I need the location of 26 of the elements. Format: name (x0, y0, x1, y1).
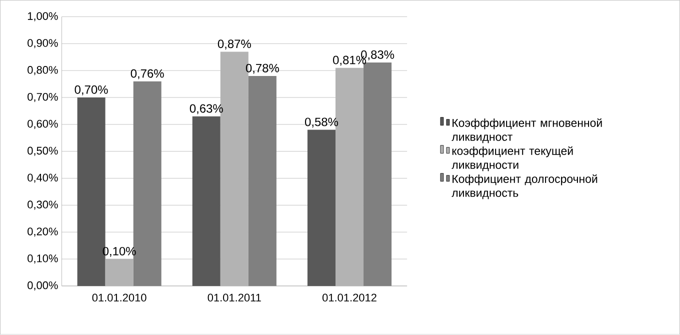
bar (307, 130, 336, 286)
y-tick-label: 0,60% (28, 120, 58, 130)
y-tick-label: 0,70% (28, 93, 58, 102)
y-tick-label: 0,30% (28, 200, 58, 210)
bar (192, 116, 220, 286)
y-tick-label: 0,10% (28, 254, 58, 264)
y-tick-label: 0,20% (28, 228, 58, 237)
x-tick-label: 01.01.2010 (92, 294, 146, 302)
data-label: 0,63% (190, 104, 223, 114)
data-label: 0,76% (130, 69, 164, 80)
legend-label: Коэфффициент мгновенной ликвидност (452, 118, 602, 144)
data-label: 0,58% (304, 118, 338, 128)
y-tick-label: 0,40% (28, 174, 58, 183)
x-tick-label: 01.01.2011 (208, 294, 261, 302)
y-tick-label: 0,80% (28, 66, 58, 76)
data-label: 0,70% (74, 86, 108, 96)
data-label: 0,78% (246, 64, 279, 74)
legend-label: Коффициент долгосрочной ликвидность (452, 174, 598, 200)
y-tick-label: 0,00% (28, 282, 58, 291)
y-tick-label: 0,50% (28, 146, 58, 156)
data-label: 0,87% (218, 40, 251, 50)
bar (248, 76, 276, 286)
x-tick-label: 01.01.2012 (322, 294, 376, 302)
y-tick-label: 0,90% (28, 39, 58, 48)
legend-label: коэффициент текущей ликвидности (452, 146, 573, 172)
y-tick-label: 1,00% (28, 12, 58, 22)
